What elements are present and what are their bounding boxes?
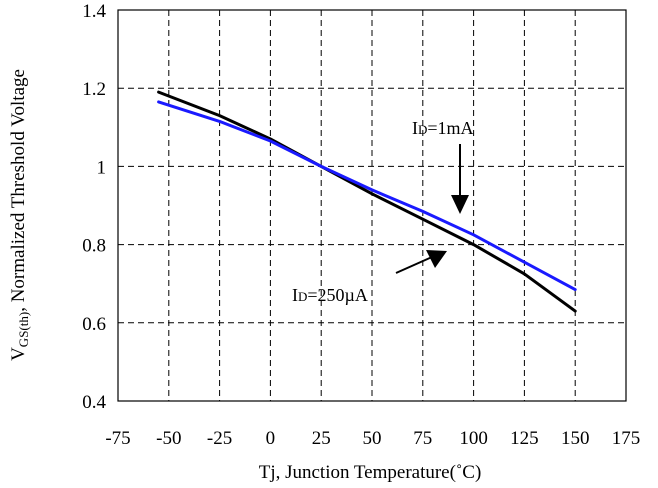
x-tick-label: 100	[459, 428, 488, 449]
arrow-id-1ma-head	[451, 195, 469, 214]
y-axis-title-main: V	[8, 347, 29, 361]
series-line-id-250ua	[157, 90, 577, 313]
y-tick-label: 0.8	[82, 236, 106, 257]
y-tick-label: 1.4	[82, 1, 106, 22]
arrow-id-250ua-head	[426, 250, 447, 268]
x-tick-label: 175	[612, 428, 641, 449]
arrow-id-250ua-shaft	[395, 256, 433, 274]
x-tick-labels: -75 -50 -25 0 25 50 75 100 125 150 175	[105, 428, 640, 449]
grid-lines	[118, 10, 626, 401]
x-tick-label: -50	[156, 428, 181, 449]
x-tick-label: 50	[363, 428, 382, 449]
y-tick-labels: 0.4 0.6 0.8 1 1.2 1.4	[82, 1, 106, 413]
x-tick-label: -25	[207, 428, 232, 449]
annotation-id-250ua-rest: =250µA	[307, 285, 368, 305]
y-tick-label: 1.2	[82, 79, 106, 100]
x-tick-label: 0	[266, 428, 276, 449]
annotation-id-1ma: ID=1mA	[412, 118, 474, 138]
annotation-id-1ma-rest: =1mA	[427, 118, 473, 138]
series-line-id-1ma	[157, 100, 577, 292]
y-axis-title-subscript: GS(th)	[16, 312, 31, 347]
plot-area-frame	[117, 9, 627, 402]
annotation-id-1ma-subscript: D	[418, 122, 427, 137]
x-tick-label: 25	[312, 428, 331, 449]
annotation-id-250ua-subscript: D	[298, 289, 307, 304]
x-tick-label: 150	[561, 428, 590, 449]
annotation-id-250ua-main: I	[292, 285, 298, 305]
y-axis-title-rest: , Normalized Threshold Voltage	[8, 69, 29, 312]
y-axis-title: VGS(th), Normalized Threshold Voltage	[8, 69, 31, 361]
series-lines	[157, 90, 577, 313]
x-tick-label: 125	[510, 428, 539, 449]
y-tick-label: 0.6	[82, 314, 106, 335]
x-axis-title: Tj, Junction Temperature(˚C)	[259, 462, 482, 483]
x-tick-label: 75	[413, 428, 432, 449]
y-tick-label: 1	[97, 157, 107, 178]
x-tick-label: -75	[105, 428, 130, 449]
annotation-id-1ma-main: I	[412, 118, 418, 138]
annotation-id-250ua: ID=250µA	[292, 285, 368, 305]
y-tick-label: 0.4	[82, 392, 106, 413]
